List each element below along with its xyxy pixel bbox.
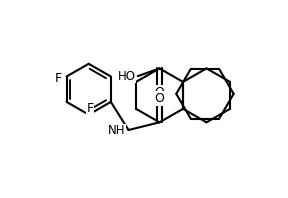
Text: O: O	[155, 86, 164, 99]
Text: HO: HO	[118, 70, 135, 83]
Text: NH: NH	[108, 124, 125, 137]
Text: F: F	[87, 102, 94, 115]
Text: F: F	[55, 72, 62, 85]
Text: O: O	[155, 92, 164, 105]
